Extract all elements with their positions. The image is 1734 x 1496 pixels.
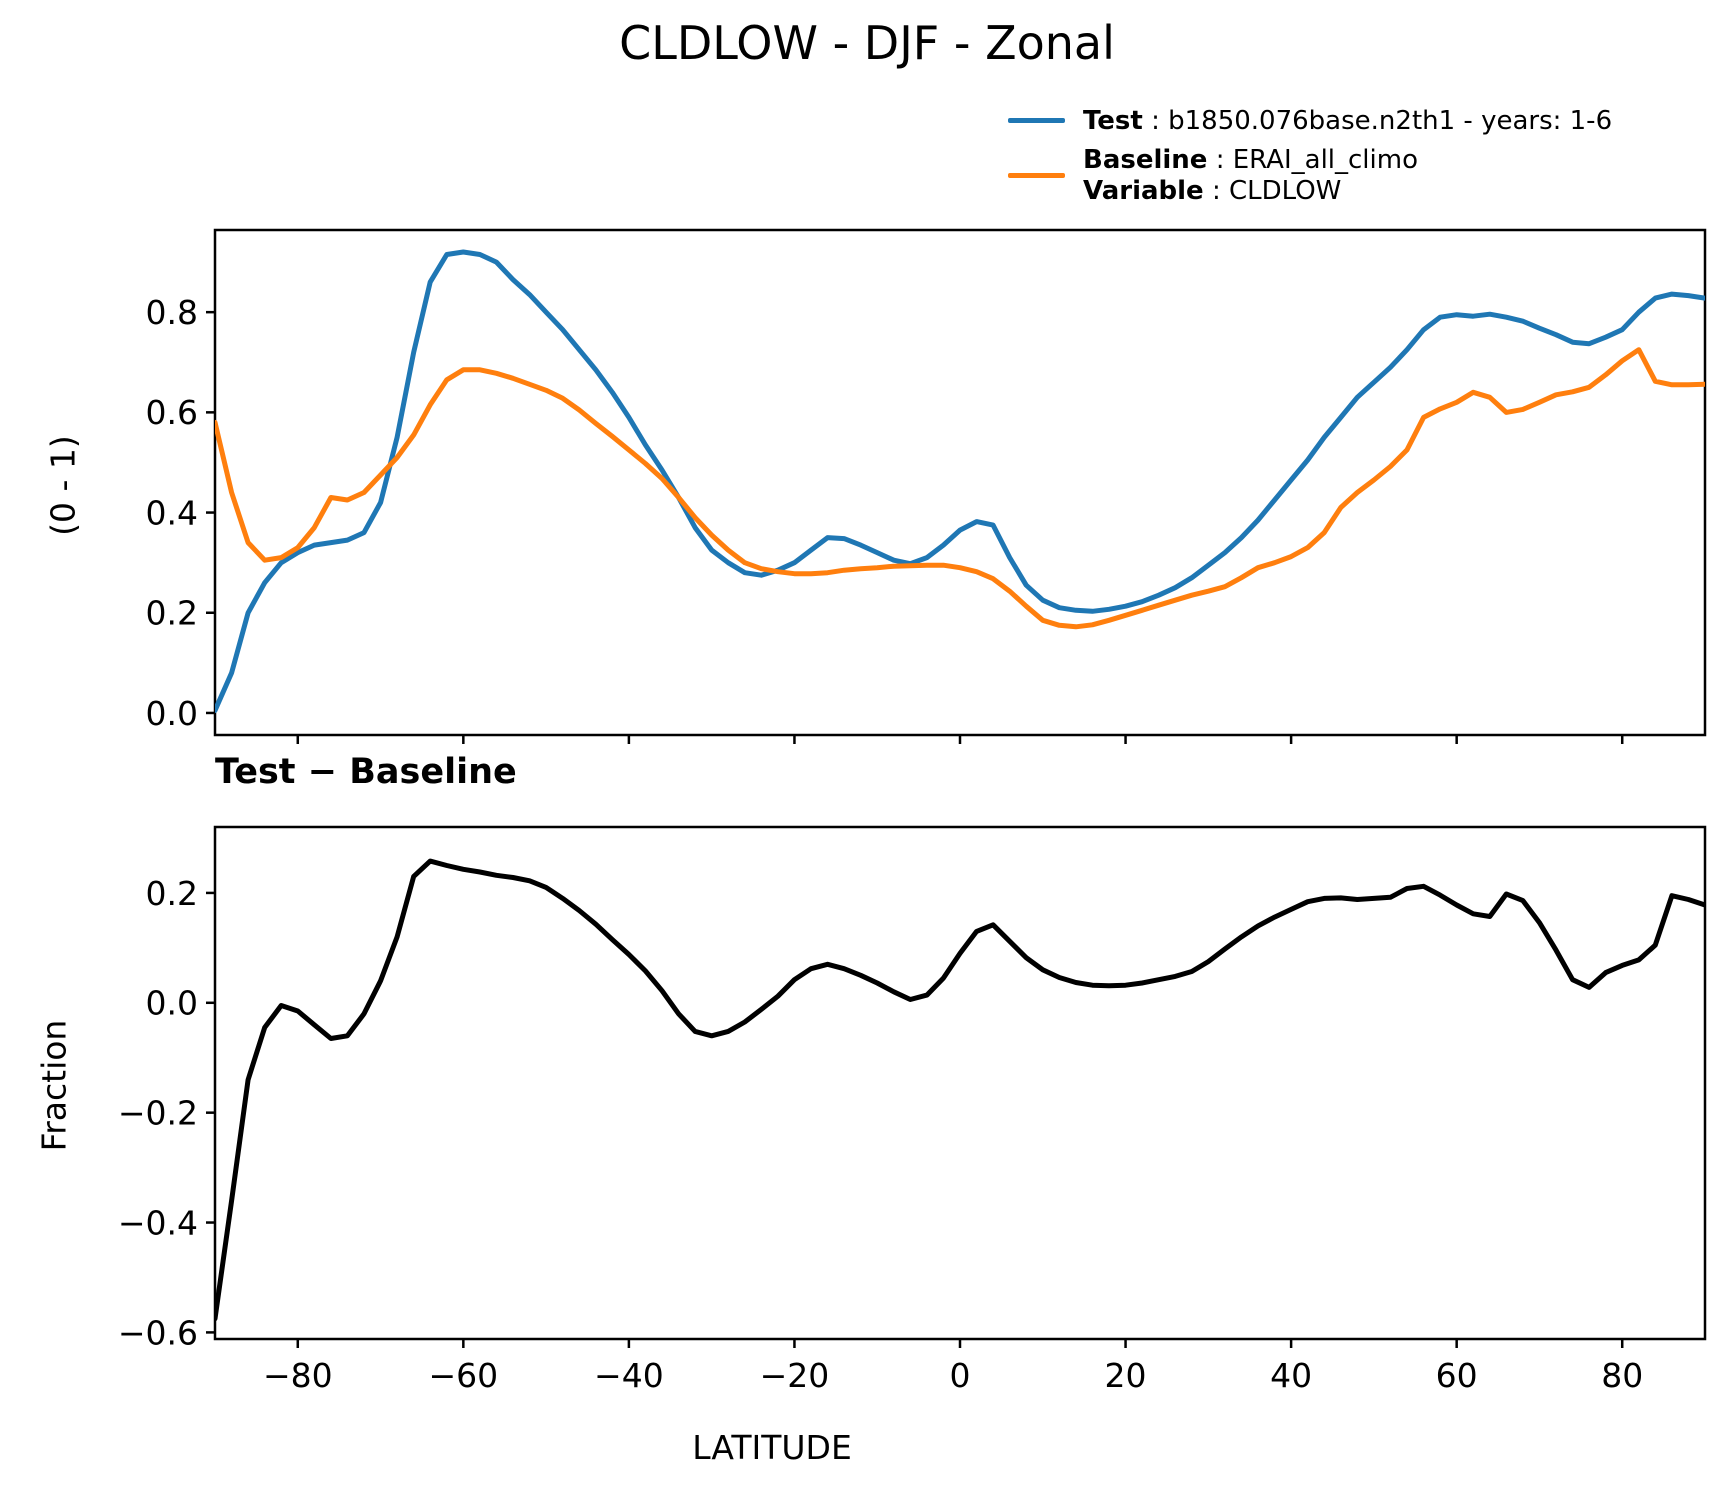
axes-frame [213,228,1707,737]
y-axis-label-bottom: Fraction [34,1019,74,1152]
y-tick-label: 0.2 [146,594,198,633]
legend-item-baseline: Baseline : ERAI_all_climo Variable : CLD… [1008,145,1612,207]
x-tick-label: 20 [1105,1356,1147,1395]
y-tick-label: 0.4 [146,493,198,532]
panel-1: 0.2 0.0 −0.2 −0.4 −0.6 −80 −60 −40 −20 0 20 40 60 80 [118,825,1707,1395]
y-tick-label: −0.4 [118,1203,198,1242]
line-test-baseline [215,858,1705,1322]
y-tick-label: −0.6 [118,1313,198,1352]
test-line-swatch [1008,118,1065,123]
y-tick-label: 0.8 [146,293,198,332]
y-tick-label: 0.2 [146,874,198,913]
x-tick-label: 80 [1601,1356,1643,1395]
line-baseline [215,347,1705,630]
line-test [215,249,1705,713]
y-tick-label: 0.0 [146,984,198,1023]
axes-frame [213,825,1707,1341]
x-tick-label: −80 [263,1356,333,1395]
y-axis-label-top: (0 - 1) [43,435,83,536]
x-tick-label: −60 [429,1356,499,1395]
panel-0: 0.0 0.2 0.4 0.6 0.8 [146,228,1707,744]
x-tick-label: 40 [1270,1356,1312,1395]
x-tick-label: 0 [950,1356,971,1395]
x-tick-label: −40 [594,1356,664,1395]
legend-item-test: Test : b1850.076base.n2th1 - years: 1-6 [1008,106,1612,137]
baseline-line-swatch [1008,173,1065,178]
x-tick-label: 60 [1436,1356,1478,1395]
y-tick-label: 0.6 [146,393,198,432]
legend-label-baseline: Baseline : ERAI_all_climo Variable : CLD… [1083,145,1418,206]
legend: Test : b1850.076base.n2th1 - years: 1-6 … [1008,106,1612,215]
legend-label-test: Test : b1850.076base.n2th1 - years: 1-6 [1083,106,1613,136]
y-tick-label: −0.2 [118,1094,198,1133]
subplot-title: Test − Baseline [215,752,517,792]
page-title: CLDLOW - DJF - Zonal [619,16,1115,70]
x-tick-label: −20 [760,1356,830,1395]
y-tick-label: 0.0 [146,694,198,733]
x-axis-label: LATITUDE [692,1428,852,1467]
